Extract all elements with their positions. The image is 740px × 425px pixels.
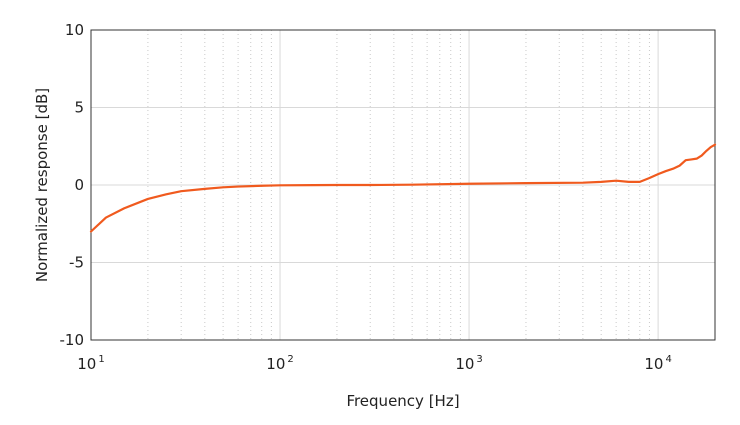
y-tick-label: 5 (74, 99, 84, 117)
y-tick-label: -5 (69, 254, 84, 272)
response-curve (89, 143, 717, 233)
y-tick-label: -10 (60, 331, 85, 349)
x-tick-label: 10 2 (266, 354, 293, 373)
y-axis-label: Normalized response [dB] (33, 88, 51, 282)
x-tick-label: 10 4 (644, 354, 671, 373)
x-axis-label: Frequency [Hz] (346, 392, 459, 410)
y-tick-labels: 10 5 0 -5 -10 (60, 21, 85, 349)
x-tick-label: 10 3 (455, 354, 482, 373)
y-tick-label: 0 (74, 176, 84, 194)
x-tick-label: 10 1 (77, 354, 104, 373)
x-tick-labels: 10 1 10 2 10 3 10 4 (77, 354, 672, 373)
response-curve-group (89, 143, 717, 233)
y-tick-label: 10 (65, 21, 84, 39)
plot-frame (90, 29, 716, 341)
